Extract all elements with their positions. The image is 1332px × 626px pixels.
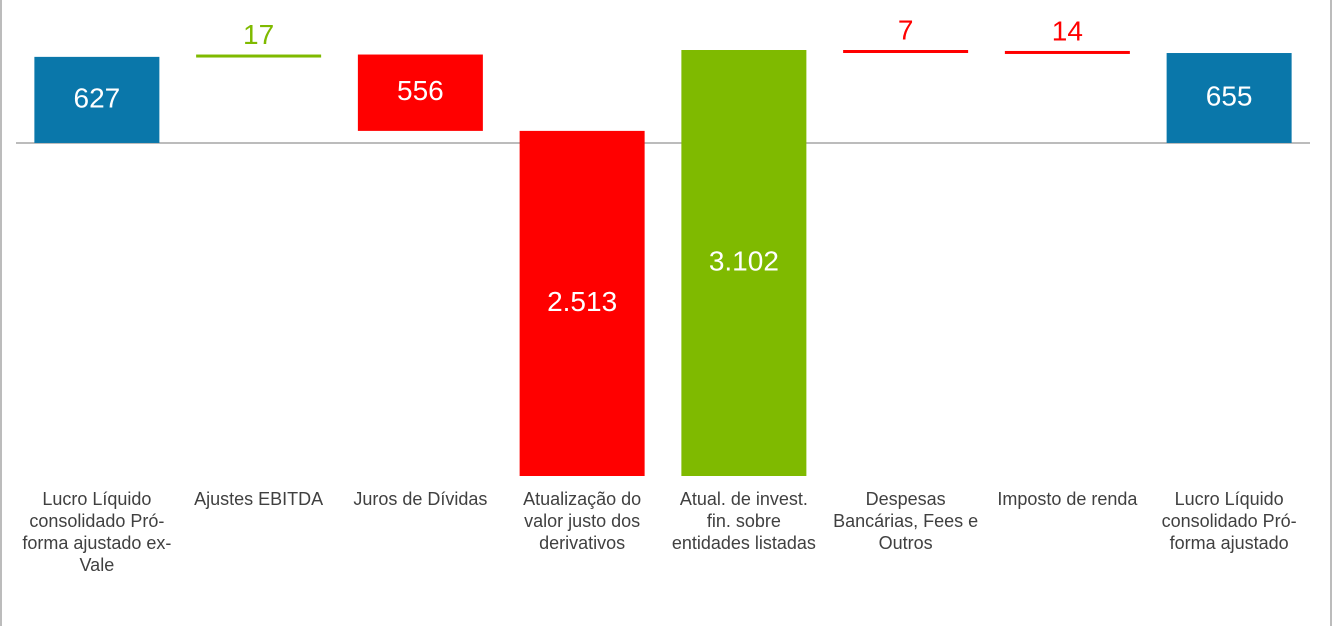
value-label: 556 — [397, 75, 444, 106]
value-label: 14 — [1052, 15, 1083, 46]
value-label: 2.513 — [547, 286, 617, 317]
value-label: 7 — [898, 14, 914, 45]
bar — [519, 130, 645, 476]
bar — [1004, 50, 1130, 54]
value-label: 655 — [1206, 80, 1253, 111]
value-label: 627 — [74, 82, 121, 113]
x-tick-label: Ajustes EBITDA — [194, 489, 324, 509]
bar — [681, 50, 807, 476]
x-tick-label: Atualização do valor justo dos derivativ… — [523, 489, 642, 553]
bar — [1166, 53, 1292, 143]
value-label: 3.102 — [709, 245, 779, 276]
x-tick-label: Despesas Bancárias, Fees e Outros — [833, 489, 979, 553]
x-tick-label: Imposto de renda — [997, 489, 1138, 509]
x-tick-label: Atual. de invest. fin. sobre entidades l… — [671, 489, 816, 553]
bar — [196, 54, 322, 58]
bar — [34, 56, 160, 143]
bar — [357, 54, 483, 131]
bar — [843, 50, 969, 53]
x-tick-label: Lucro Líquido consolidado Pró-forma ajus… — [1161, 489, 1297, 553]
x-tick-label: Lucro Líquido consolidado Pró-forma ajus… — [22, 489, 172, 575]
x-tick-label: Juros de Dívidas — [353, 489, 488, 509]
value-label: 17 — [243, 19, 274, 50]
